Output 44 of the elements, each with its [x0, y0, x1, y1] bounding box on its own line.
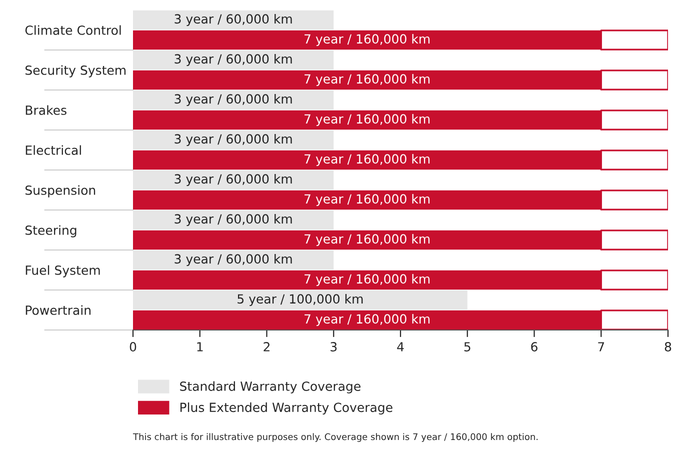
data-label: 7 year / 160,000 km — [304, 74, 430, 86]
x-tick-label: 4 — [397, 342, 404, 352]
data-label: 3 year / 60,000 km — [174, 54, 292, 66]
bar — [133, 130, 334, 150]
y-tick-label: Fuel System — [26, 265, 100, 278]
data-label: 3 year / 60,000 km — [174, 134, 292, 146]
data-label: 7 year / 160,000 km — [304, 154, 430, 166]
y-tick-label: Suspension — [25, 185, 96, 198]
data-label: 3 year / 60,000 km — [174, 174, 292, 186]
data-label: 7 year / 160,000 km — [304, 194, 430, 206]
x-tick-label: 8 — [664, 342, 672, 352]
bar — [133, 50, 334, 70]
legend-label: Standard Warranty Coverage — [180, 381, 360, 394]
x-tick-label: 2 — [264, 342, 270, 352]
x-tick-label: 7 — [598, 342, 604, 352]
bar — [133, 10, 334, 30]
y-tick-label: Security System — [25, 65, 126, 78]
data-label: 3 year / 60,000 km — [174, 254, 292, 266]
y-tick-label: Climate Control — [25, 25, 121, 35]
x-tick-label: 3 — [330, 342, 337, 352]
bar — [133, 90, 334, 110]
x-tick-label: 6 — [531, 342, 538, 352]
x-tick-label: 0 — [130, 342, 136, 352]
data-label: 5 year / 100,000 km — [238, 294, 363, 306]
y-tick-label: Electrical — [26, 145, 81, 155]
y-tick-label: Steering — [25, 225, 76, 238]
text: This chart is for illustrative purposes only. Coverage shown is 7 year / 160,000 km option. — [132, 433, 538, 442]
y-tick-label: Brakes — [26, 105, 66, 115]
x-tick-label: 5 — [464, 342, 470, 352]
data-label: 3 year / 60,000 km — [174, 14, 292, 26]
data-label: 7 year / 160,000 km — [304, 34, 430, 46]
x-tick-label: 1 — [197, 342, 203, 352]
data-label: 7 year / 160,000 km — [304, 274, 430, 286]
data-label: 7 year / 160,000 km — [304, 234, 430, 246]
bar — [133, 250, 334, 270]
bar — [133, 210, 334, 230]
data-label: 3 year / 60,000 km — [174, 94, 292, 106]
legend-label: Plus Extended Warranty Coverage — [180, 402, 392, 415]
data-label: 3 year / 60,000 km — [174, 214, 292, 226]
y-tick-label: Powertrain — [26, 305, 90, 315]
bar — [133, 170, 334, 190]
bar — [133, 290, 468, 310]
data-label: 7 year / 160,000 km — [304, 114, 430, 126]
data-label: 7 year / 160,000 km — [304, 314, 430, 326]
